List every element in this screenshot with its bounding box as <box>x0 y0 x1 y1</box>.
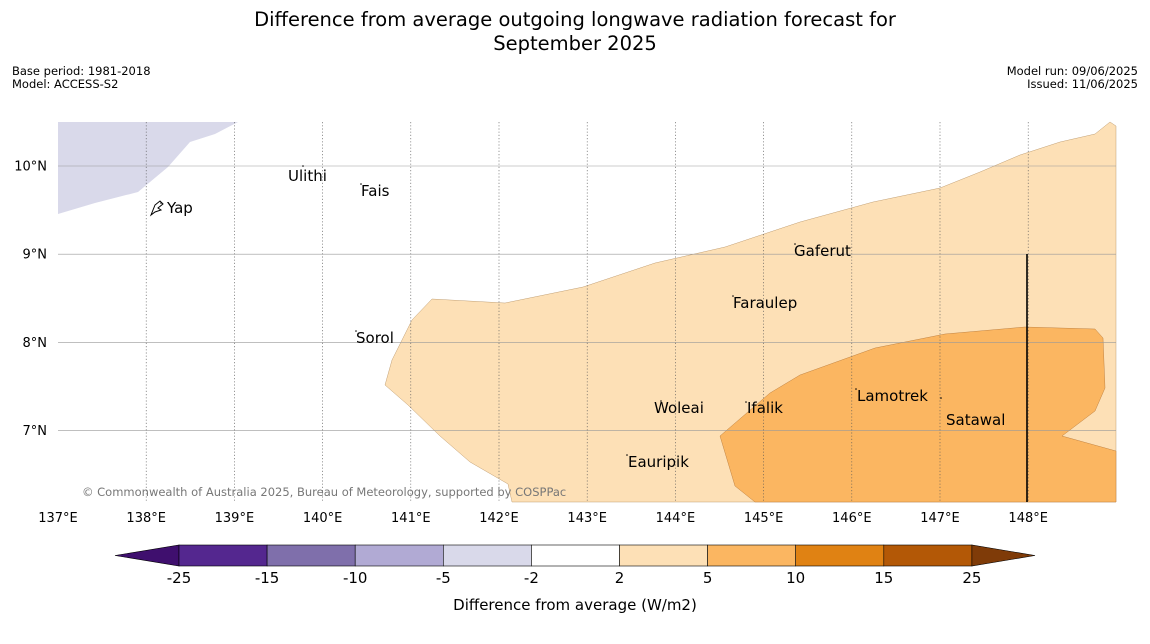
latitude-labels: 10°N 9°N 8°N 7°N <box>14 160 47 440</box>
copyright-notice: © Commonwealth of Australia 2025, Bureau… <box>82 485 566 499</box>
longitude-label: 138°E <box>126 511 166 526</box>
place-label-ulithi: Ulithi <box>288 167 327 185</box>
place-marker <box>160 202 162 204</box>
colorbar-tick-label: -2 <box>524 569 539 587</box>
colorbar-segment <box>266 544 356 567</box>
colorbar-tick-label: 10 <box>786 569 805 587</box>
map-title: Difference from average outgoing longwav… <box>0 8 1150 56</box>
place-label-woleai: Woleai <box>654 399 704 417</box>
place-marker <box>355 330 357 332</box>
place-marker <box>302 165 304 167</box>
colorbar-segment <box>619 544 708 567</box>
colorbar: -25 -15 -10 -5 -2 2 5 10 15 25 <box>114 544 1036 587</box>
place-marker <box>745 401 747 403</box>
colorbar-segment <box>442 544 532 567</box>
place-marker <box>626 454 628 456</box>
place-label-eauripik: Eauripik <box>628 453 689 471</box>
colorbar-segment <box>707 544 796 567</box>
model-run: Model run: 09/06/2025 <box>1006 64 1138 78</box>
place-labels: Ulithi Fais Yap Gaferut Faraulep Sorol Woleai I… <box>160 165 1005 471</box>
longitude-label: 139°E <box>215 511 255 526</box>
place-marker <box>732 295 734 297</box>
colorbar-segment <box>531 544 620 567</box>
colorbar-tick-label: -5 <box>436 569 451 587</box>
place-marker <box>855 388 857 390</box>
place-marker <box>660 400 662 402</box>
longitude-labels: 137°E 138°E 139°E 140°E 141°E 142°E 143°E 144°E… <box>38 511 1048 526</box>
longitude-label: 142°E <box>479 511 519 526</box>
latitude-label: 8°N <box>23 336 48 351</box>
base-period: Base period: 1981-2018 <box>12 64 151 78</box>
yap-island-shape <box>149 200 164 217</box>
anomaly-region-orange <box>719 326 1117 503</box>
colorbar-segment <box>883 544 973 567</box>
latitude-label: 10°N <box>14 160 47 175</box>
metadata-right: Model run: 09/06/2025 Issued: 11/06/2025 <box>1007 65 1138 91</box>
colorbar-tick-label: -10 <box>343 569 368 587</box>
issued-date: Issued: 11/06/2025 <box>1027 77 1138 91</box>
longitude-label: 145°E <box>744 511 784 526</box>
longitude-label: 144°E <box>656 511 696 526</box>
colorbar-tick-label: -25 <box>167 569 192 587</box>
longitude-label: 148°E <box>1008 511 1048 526</box>
longitude-label: 147°E <box>920 511 960 526</box>
longitude-label: 143°E <box>567 511 607 526</box>
colorbar-tick-label: 5 <box>703 569 713 587</box>
anomaly-region-negative <box>58 122 238 214</box>
place-label-fais: Fais <box>361 182 390 200</box>
colorbar-segment <box>354 544 444 567</box>
place-label-satawal: Satawal <box>946 411 1005 429</box>
place-label-sorol: Sorol <box>356 329 394 347</box>
latitude-label: 7°N <box>23 424 48 439</box>
longitude-label: 140°E <box>303 511 343 526</box>
colorbar-tick-label: -15 <box>255 569 280 587</box>
place-label-yap: Yap <box>166 199 193 217</box>
place-marker <box>940 397 942 399</box>
colorbar-segment <box>795 544 885 567</box>
colorbar-tick-label: 2 <box>615 569 625 587</box>
colorbar-title: Difference from average (W/m2) <box>453 596 697 614</box>
place-marker <box>794 243 796 245</box>
metadata-left: Base period: 1981-2018 Model: ACCESS-S2 <box>12 65 151 91</box>
colorbar-tick-label: 15 <box>874 569 893 587</box>
map-title-line-2: September 2025 <box>493 32 657 55</box>
place-label-lamotrek: Lamotrek <box>857 387 928 405</box>
place-marker <box>360 183 362 185</box>
longitude-gridlines <box>145 122 1029 502</box>
place-label-faraulep: Faraulep <box>733 294 797 312</box>
anomaly-regions <box>58 121 1117 503</box>
place-label-gaferut: Gaferut <box>794 242 851 260</box>
longitude-label: 137°E <box>38 511 78 526</box>
longitude-label: 141°E <box>391 511 431 526</box>
colorbar-extend-min <box>114 544 180 567</box>
map-title-line-1: Difference from average outgoing longwav… <box>254 8 896 31</box>
colorbar-extend-max <box>971 544 1036 567</box>
longitude-label: 146°E <box>832 511 872 526</box>
model-name: Model: ACCESS-S2 <box>12 77 119 91</box>
colorbar-tick-label: 25 <box>962 569 981 587</box>
colorbar-segment <box>178 544 268 567</box>
latitude-label: 9°N <box>23 248 48 263</box>
place-label-ifalik: Ifalik <box>747 399 783 417</box>
